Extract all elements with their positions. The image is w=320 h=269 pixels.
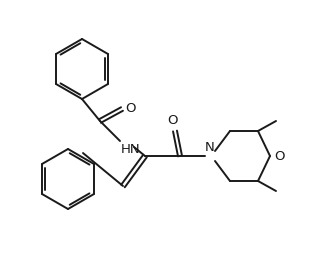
Text: O: O (168, 114, 178, 127)
Text: N: N (205, 141, 215, 154)
Text: HN: HN (121, 143, 140, 156)
Text: O: O (125, 101, 135, 115)
Text: O: O (274, 150, 284, 162)
